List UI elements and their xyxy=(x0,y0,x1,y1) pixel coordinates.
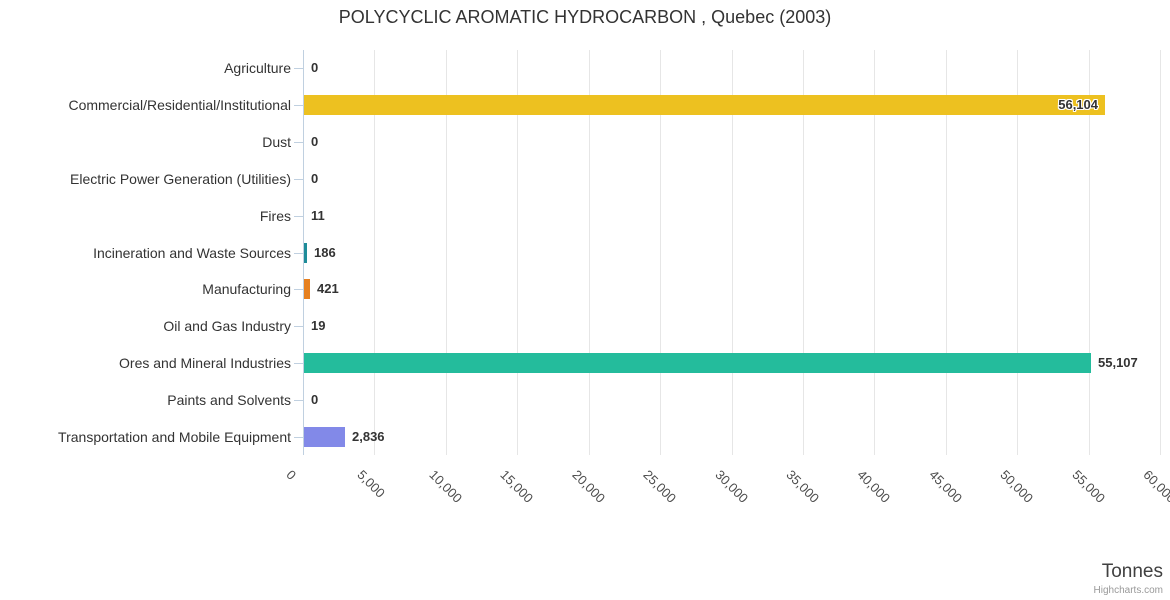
category-label: Dust xyxy=(262,134,291,150)
value-axis-tick-label: 60,000 xyxy=(1140,467,1170,506)
value-axis-tick-label: 40,000 xyxy=(854,467,894,506)
gridline xyxy=(446,50,447,455)
category-tick xyxy=(294,363,303,364)
bar-value-label: 0 xyxy=(311,134,319,149)
bar[interactable] xyxy=(304,95,1105,115)
bar-value-label: 0 xyxy=(311,171,319,186)
bar-value-label: 55,107 xyxy=(1098,355,1138,370)
category-label: Fires xyxy=(259,208,291,224)
category-label: Incineration and Waste Sources xyxy=(93,245,291,261)
value-axis-tick-label: 5,000 xyxy=(354,467,389,501)
category-tick xyxy=(294,437,303,438)
value-axis-tick-label: 20,000 xyxy=(569,467,609,506)
category-label: Manufacturing xyxy=(202,281,291,297)
bar-value-label: 2,836 xyxy=(352,429,385,444)
bar-value-label: 11 xyxy=(311,208,325,223)
gridline xyxy=(517,50,518,455)
bar[interactable] xyxy=(304,353,1091,373)
gridline xyxy=(946,50,947,455)
bar[interactable] xyxy=(304,243,307,263)
gridline xyxy=(1089,50,1090,455)
value-axis-tick-label: 25,000 xyxy=(640,467,680,506)
bar-value-label: 19 xyxy=(311,318,326,333)
gridline xyxy=(732,50,733,455)
category-axis-line xyxy=(303,50,304,455)
value-axis-tick-label: 10,000 xyxy=(426,467,466,506)
category-tick xyxy=(294,105,303,106)
category-tick xyxy=(294,68,303,69)
bar-value-label: 56,104 xyxy=(1058,97,1098,112)
category-label: Transportation and Mobile Equipment xyxy=(58,429,291,445)
bar[interactable] xyxy=(304,279,310,299)
gridline xyxy=(374,50,375,455)
category-label: Oil and Gas Industry xyxy=(163,318,291,334)
gridline xyxy=(874,50,875,455)
bar-value-label: 0 xyxy=(311,392,319,407)
value-axis-tick-label: 45,000 xyxy=(926,467,966,506)
gridline xyxy=(589,50,590,455)
category-label: Agriculture xyxy=(224,60,291,76)
chart-title: POLYCYCLIC AROMATIC HYDROCARBON , Quebec… xyxy=(338,7,832,27)
category-tick xyxy=(294,289,303,290)
value-axis-tick-label: 55,000 xyxy=(1069,467,1109,506)
category-label: Electric Power Generation (Utilities) xyxy=(70,171,291,187)
category-label: Commercial/Residential/Institutional xyxy=(68,97,291,113)
category-tick xyxy=(294,216,303,217)
value-axis-title: Tonnes xyxy=(1101,561,1163,582)
gridline xyxy=(803,50,804,455)
category-tick xyxy=(294,326,303,327)
value-axis-tick-label: 50,000 xyxy=(997,467,1037,506)
value-axis-tick-label: 0 xyxy=(283,467,300,483)
bar-value-label: 421 xyxy=(317,281,339,296)
value-axis-tick-label: 35,000 xyxy=(783,467,823,506)
category-tick xyxy=(294,179,303,180)
bar-value-label: 186 xyxy=(314,245,336,260)
credits-link[interactable]: Highcharts.com xyxy=(1093,585,1163,596)
gridline xyxy=(1017,50,1018,455)
bar[interactable] xyxy=(304,427,345,447)
value-axis-tick-label: 15,000 xyxy=(497,467,537,506)
category-tick xyxy=(294,253,303,254)
category-tick xyxy=(294,400,303,401)
gridline xyxy=(660,50,661,455)
value-axis-tick-label: 30,000 xyxy=(712,467,752,506)
category-tick xyxy=(294,142,303,143)
category-label: Ores and Mineral Industries xyxy=(119,355,291,371)
gridline xyxy=(1160,50,1161,455)
category-label: Paints and Solvents xyxy=(167,392,291,408)
bar-value-label: 0 xyxy=(311,60,319,75)
